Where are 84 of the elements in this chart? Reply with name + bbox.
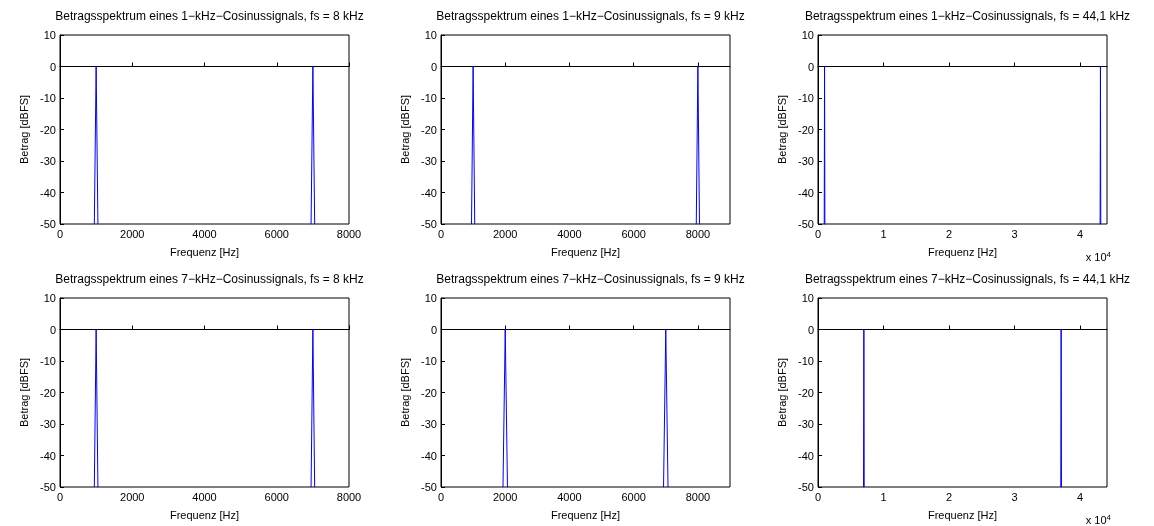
x-axis-title: Frequenz [Hz] xyxy=(169,508,240,521)
y-axis-title: Betrag [dBFS] xyxy=(17,94,30,165)
y-tick-label: 0 xyxy=(49,323,56,336)
y-tick-label: -30 xyxy=(798,418,814,430)
y-tick-label: -30 xyxy=(40,418,56,430)
x-tick-label: 2000 xyxy=(120,490,145,503)
y-tick-label: 10 xyxy=(424,292,437,304)
y-axis-title: Betrag [dBFS] xyxy=(398,94,411,165)
chart-title: Betragsspektrum eines 1−kHz−Cosinussignals, fs = 8 kHz xyxy=(55,9,364,23)
y-tick-label: -30 xyxy=(421,155,437,167)
x-tick-label: 4000 xyxy=(192,227,217,240)
y-axis-title: Betrag [dBFS] xyxy=(775,357,788,428)
y-tick-label: 10 xyxy=(801,292,814,304)
y-tick-label: -20 xyxy=(798,123,814,136)
y-tick-label: -50 xyxy=(40,218,56,230)
x-tick-label: 8000 xyxy=(685,490,711,503)
x-tick-label: 8000 xyxy=(685,227,711,240)
x-tick-label: 4000 xyxy=(557,227,582,240)
y-tick-label: -20 xyxy=(40,386,56,399)
y-tick-label: -30 xyxy=(798,155,814,167)
y-tick-label: 0 xyxy=(807,323,814,336)
y-tick-label: -30 xyxy=(40,155,56,167)
y-tick-label: 0 xyxy=(49,60,56,73)
chart-title: Betragsspektrum eines 1−kHz−Cosinussignals, fs = 44,1 kHz xyxy=(804,9,1131,23)
y-tick-label: -50 xyxy=(798,218,814,230)
x-axis-title: Frequenz [Hz] xyxy=(550,508,621,521)
y-tick-label: -30 xyxy=(421,418,437,430)
x-tick-label: 2000 xyxy=(492,490,518,503)
x-tick-label: 4000 xyxy=(557,490,582,503)
x-tick-label: 3 xyxy=(1011,490,1018,503)
x-axis-title: Frequenz [Hz] xyxy=(927,508,998,521)
y-tick-label: -50 xyxy=(40,481,56,493)
x-tick-label: 3 xyxy=(1011,227,1018,240)
y-axis-title: Betrag [dBFS] xyxy=(775,94,788,165)
y-tick-label: -40 xyxy=(798,449,814,462)
x-tick-label: 6000 xyxy=(264,227,289,240)
y-tick-label: -20 xyxy=(798,386,814,399)
x-axis-title: Frequenz [Hz] xyxy=(550,245,621,258)
x-tick-label: 2000 xyxy=(492,227,518,240)
x-tick-label: 8000 xyxy=(336,490,362,503)
chart-title: Betragsspektrum eines 7−kHz−Cosinussignals, fs = 44,1 kHz xyxy=(804,272,1131,286)
y-axis-title: Betrag [dBFS] xyxy=(398,357,411,428)
x-tick-label: 6000 xyxy=(621,227,646,240)
y-tick-label: -10 xyxy=(421,92,437,104)
y-tick-label: -10 xyxy=(40,92,56,104)
x-tick-label: 2000 xyxy=(120,227,145,240)
y-tick-label: 0 xyxy=(430,60,437,73)
y-tick-label: 10 xyxy=(424,29,437,41)
x-tick-label: 2 xyxy=(946,227,953,240)
y-tick-label: -40 xyxy=(40,186,56,199)
x-tick-label: 4 xyxy=(1077,490,1084,503)
y-tick-label: -20 xyxy=(40,123,56,136)
x-tick-label: 1 xyxy=(880,490,887,503)
chart-title: Betragsspektrum eines 7−kHz−Cosinussignals, fs = 8 kHz xyxy=(55,272,364,286)
y-tick-label: -50 xyxy=(421,481,437,493)
y-tick-label: -40 xyxy=(40,449,56,462)
y-tick-label: -20 xyxy=(421,123,437,136)
y-tick-label: -10 xyxy=(421,355,437,367)
y-tick-label: -50 xyxy=(421,218,437,230)
y-tick-label: -10 xyxy=(798,355,814,367)
y-tick-label: 10 xyxy=(801,29,814,41)
x-tick-label: 4000 xyxy=(192,490,217,503)
x-axis-title: Frequenz [Hz] xyxy=(169,245,240,258)
y-tick-label: -40 xyxy=(421,186,437,199)
chart-title: Betragsspektrum eines 7−kHz−Cosinussignals, fs = 9 kHz xyxy=(436,272,745,286)
y-tick-label: -40 xyxy=(798,186,814,199)
y-tick-label: -10 xyxy=(40,355,56,367)
y-tick-label: -50 xyxy=(798,481,814,493)
chart-title: Betragsspektrum eines 1−kHz−Cosinussignals, fs = 9 kHz xyxy=(436,9,745,23)
y-tick-label: 0 xyxy=(430,323,437,336)
y-tick-label: 10 xyxy=(43,292,56,304)
x-tick-label: 1 xyxy=(880,227,887,240)
y-tick-label: 10 xyxy=(43,29,56,41)
y-axis-title: Betrag [dBFS] xyxy=(17,357,30,428)
y-tick-label: 0 xyxy=(807,60,814,73)
y-tick-label: -40 xyxy=(421,449,437,462)
y-tick-label: -10 xyxy=(798,92,814,104)
x-axis-title: Frequenz [Hz] xyxy=(927,245,998,258)
x-tick-label: 6000 xyxy=(621,490,646,503)
y-tick-label: -20 xyxy=(421,386,437,399)
x-tick-label: 4 xyxy=(1077,227,1084,240)
x-tick-label: 6000 xyxy=(264,490,289,503)
x-tick-label: 2 xyxy=(946,490,953,503)
x-tick-label: 8000 xyxy=(336,227,362,240)
